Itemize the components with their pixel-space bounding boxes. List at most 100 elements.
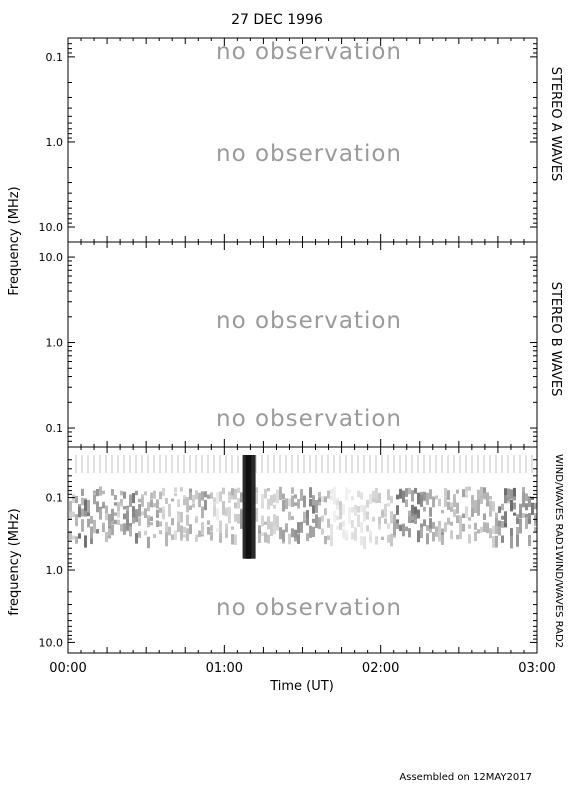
spectrogram-cell [297,522,300,534]
spectrogram-cell [330,495,333,501]
spectrogram-cell [354,504,357,510]
spectrogram-cell [279,527,282,539]
wind-spectrogram-image [69,455,537,559]
spectrogram-cell [285,526,288,533]
spectrogram-cell [378,493,381,503]
spectrogram-cell [93,528,96,534]
spectrogram-cell [435,495,438,500]
spectrogram-cell [375,536,378,545]
spectrogram-cell [396,494,399,500]
spectrogram-cell [168,526,171,536]
spectrogram-cell [360,492,363,500]
spectrogram-cell [336,500,339,505]
spectrogram-cell [288,533,291,545]
spectrogram-cell [516,534,519,547]
spectrogram-cell [216,508,219,521]
spectrogram-cell [144,491,147,496]
spectrogram-cell [498,520,501,528]
spectrogram-cell [495,517,498,526]
spectrogram-cell [141,497,144,507]
spectrogram-cell [234,513,237,522]
spectrogram-cell [195,518,198,523]
spectrogram-cell [327,518,330,528]
spectrogram-cell [114,512,117,516]
spectrogram-cell [309,487,312,498]
panel-stereo-b: no observation no observation STEREO B W… [39,241,563,448]
spectrogram-cell [129,526,132,537]
spectrogram-cell [309,498,312,507]
spectrogram-cell [381,511,384,516]
spectrogram-cell [261,515,264,527]
spectrogram-cell [237,513,240,524]
spectrogram-cell [207,526,210,535]
spectrogram-cell [372,494,375,499]
spectrogram-cell [489,528,492,539]
spectrogram-cell [534,503,537,510]
spectrogram-cell [390,496,393,504]
spectrogram-cell [360,504,363,513]
spectrogram-cell [366,499,369,508]
spectrogram-cell [114,519,117,525]
spectrogram-cell [159,507,162,513]
spectrogram-cell [159,521,162,527]
spectrogram-cell [477,489,480,503]
panel-c-no-observation: no observation [216,595,402,621]
y-axis-label-top: Frequency (MHz) [7,186,22,295]
spectrogram-cell [273,514,276,527]
spectrogram-cell [117,506,120,518]
spectrogram-cell [324,536,327,545]
spectrogram-cell [165,497,168,504]
spectrogram-cell [150,522,153,526]
spectrogram-cell [273,504,276,509]
spectrogram-cell [240,492,243,503]
spectrogram-cell [282,493,285,500]
spectrogram-cell [429,507,432,517]
spectrogram-cell [306,533,309,542]
spectrogram-cell [102,490,105,495]
spectrogram-cell [408,528,411,538]
spectrogram-cell [393,523,396,536]
spectrogram-cell [123,506,126,510]
spectrogram-cell [342,503,345,509]
spectrogram-cell [456,534,459,540]
x-tick-label: 00:00 [49,661,86,676]
spectrogram-cell [108,513,111,527]
spectrogram-cell [303,511,306,520]
spectrogram-cell [405,499,408,508]
spectrogram-cell [279,535,282,540]
y-tick-label: 1.0 [46,337,64,350]
spectrogram-cell [417,509,420,519]
spectrogram-cell [144,508,147,518]
x-tick-label: 03:00 [518,661,555,676]
spectrogram-cell [288,511,291,517]
spectrogram-cell [219,491,222,502]
spectrogram-cell [285,498,288,510]
spectrogram-cell [411,504,414,514]
spectrogram-cell [186,496,189,504]
spectrogram-cell [429,528,432,533]
spectrogram-cell [168,503,171,514]
spectrogram-cell [135,490,138,496]
spectrogram-cell [153,491,156,499]
spectrogram-cell [306,517,309,526]
spectrogram-cell [96,501,99,513]
spectrogram-cell [183,534,186,538]
spectrogram-cell [138,498,141,503]
spectrogram-cell [411,516,414,521]
panel-c-ticks: 0.1 1.0 10.0 00:00 01:00 02:00 03:00 [39,446,556,676]
spectrogram-cell [477,506,480,516]
spectrogram-cell [387,503,390,507]
spectrogram-cell [486,492,489,503]
spectrogram-cell [204,500,207,511]
spectrogram-cell [453,494,456,498]
spectrogram-cell [435,533,438,537]
spectrogram-cell [111,489,114,496]
spectrogram-cell [189,505,192,511]
spectrogram-cell [237,499,240,509]
spectrogram-cell [258,533,261,543]
spectrogram-cell [294,502,297,506]
spectrogram-cell [438,524,441,535]
spectrogram-cell [396,505,399,515]
spectrogram-cell [312,495,315,506]
spectrogram-cell [150,516,153,521]
